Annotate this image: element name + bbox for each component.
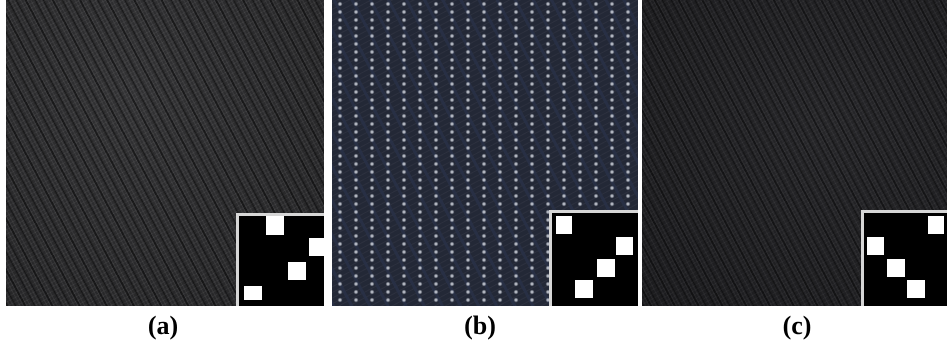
panel-caption-c: (c) — [782, 311, 812, 340]
weave-cell — [907, 280, 925, 298]
weave-cell — [244, 286, 262, 300]
weave-cell — [575, 280, 593, 298]
weave-cell — [616, 237, 633, 255]
weave-cell — [266, 216, 284, 235]
twill-fabric-texture-a — [6, 0, 324, 306]
weave-cell — [309, 238, 324, 256]
weave-pattern-inset-a — [236, 213, 324, 306]
weave-cell — [928, 216, 944, 234]
panel-caption-b: (b) — [464, 311, 496, 340]
weave-cell — [556, 216, 572, 234]
weave-pattern-inset-c — [861, 210, 947, 306]
fabric-panel-a — [6, 0, 324, 306]
weave-cell — [597, 259, 615, 277]
weave-cell — [288, 262, 306, 280]
weave-cell — [867, 237, 884, 255]
weave-cell — [887, 259, 905, 277]
fabric-panel-b — [332, 0, 638, 306]
weave-pattern-inset-b — [549, 210, 638, 306]
fabric-panel-c — [642, 0, 947, 306]
panel-caption-a: (a) — [147, 311, 179, 340]
